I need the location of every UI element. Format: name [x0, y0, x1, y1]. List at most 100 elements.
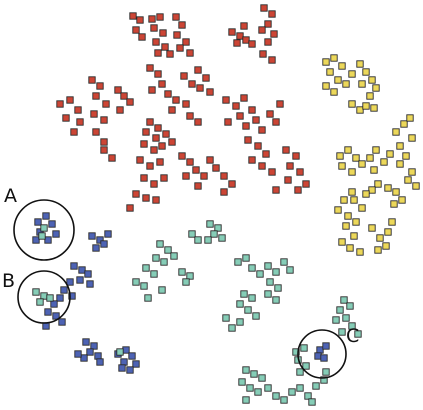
data-point-red-20: [242, 36, 250, 44]
data-point-teal-70: [280, 396, 288, 404]
data-point-red-0: [129, 12, 137, 20]
data-point-blue-41: [322, 342, 330, 350]
data-point-teal-44: [252, 312, 260, 320]
data-point-teal-5: [46, 294, 54, 302]
data-point-yellow-59: [374, 246, 382, 254]
data-point-red-120: [294, 186, 302, 194]
data-point-blue-21: [50, 300, 58, 308]
data-point-red-99: [262, 150, 270, 158]
data-point-teal-24: [186, 272, 194, 280]
data-point-teal-10: [218, 234, 226, 242]
data-point-blue-31: [96, 358, 104, 366]
data-point-red-67: [154, 124, 162, 132]
data-point-blue-13: [78, 266, 86, 274]
data-point-red-66: [146, 118, 154, 126]
data-point-blue-0: [34, 218, 42, 226]
data-point-blue-16: [86, 280, 94, 288]
data-point-teal-25: [182, 278, 190, 286]
data-point-teal-18: [152, 254, 160, 262]
data-point-blue-36: [132, 360, 140, 368]
data-point-red-55: [172, 96, 180, 104]
data-point-red-117: [296, 168, 304, 176]
data-point-teal-68: [264, 384, 272, 392]
data-point-yellow-10: [362, 68, 370, 76]
data-point-red-118: [284, 176, 292, 184]
data-point-yellow-33: [406, 114, 414, 122]
data-point-yellow-12: [358, 80, 366, 88]
data-point-red-110: [212, 164, 220, 172]
data-point-yellow-7: [342, 80, 350, 88]
data-point-teal-60: [296, 368, 304, 376]
data-point-red-78: [140, 174, 148, 182]
data-point-yellow-24: [358, 160, 366, 168]
data-point-yellow-26: [372, 146, 380, 154]
data-point-blue-33: [122, 346, 130, 354]
data-point-red-108: [194, 182, 202, 190]
data-point-teal-41: [248, 294, 256, 302]
data-point-red-45: [120, 92, 128, 100]
data-point-red-60: [194, 66, 202, 74]
data-point-red-84: [126, 204, 134, 212]
data-point-blue-5: [52, 230, 60, 238]
data-point-yellow-21: [352, 154, 360, 162]
data-point-blue-35: [120, 358, 128, 366]
data-point-teal-76: [308, 398, 316, 406]
data-point-teal-51: [342, 314, 350, 322]
data-point-red-44: [114, 86, 122, 94]
data-point-yellow-45: [348, 188, 356, 196]
data-point-blue-20: [56, 294, 64, 302]
data-point-teal-38: [264, 290, 272, 298]
data-point-teal-73: [304, 392, 312, 400]
data-point-yellow-32: [400, 120, 408, 128]
data-point-blue-28: [86, 348, 94, 356]
data-point-yellow-31: [392, 128, 400, 136]
data-point-teal-14: [156, 240, 164, 248]
data-point-teal-26: [144, 294, 152, 302]
data-point-teal-23: [178, 268, 186, 276]
data-point-red-51: [154, 70, 162, 78]
data-point-yellow-55: [368, 224, 376, 232]
data-point-teal-35: [286, 266, 294, 274]
data-point-teal-61: [242, 366, 250, 374]
data-point-red-39: [96, 82, 104, 90]
data-point-red-33: [66, 96, 74, 104]
data-point-red-27: [258, 26, 266, 34]
data-point-yellow-4: [334, 76, 342, 84]
data-point-yellow-19: [336, 152, 344, 160]
data-point-teal-53: [338, 328, 346, 336]
data-point-yellow-37: [408, 168, 416, 176]
data-point-teal-17: [160, 258, 168, 266]
data-point-red-48: [92, 128, 100, 136]
data-point-yellow-20: [344, 146, 352, 154]
data-point-yellow-2: [338, 62, 346, 70]
data-point-blue-24: [58, 318, 66, 326]
data-point-yellow-34: [408, 134, 416, 142]
data-point-red-15: [182, 38, 190, 46]
data-point-red-109: [206, 156, 214, 164]
data-point-red-4: [148, 15, 156, 23]
data-point-blue-18: [60, 286, 68, 294]
data-point-teal-72: [296, 384, 304, 392]
data-point-teal-28: [234, 258, 242, 266]
data-point-yellow-57: [384, 228, 392, 236]
data-point-yellow-50: [342, 222, 350, 230]
data-point-teal-8: [214, 224, 222, 232]
data-point-blue-23: [52, 312, 60, 320]
data-point-yellow-42: [374, 180, 382, 188]
data-point-red-90: [224, 118, 232, 126]
data-point-blue-11: [92, 244, 100, 252]
data-point-red-53: [148, 86, 156, 94]
data-point-yellow-5: [322, 82, 330, 90]
data-point-red-62: [196, 84, 204, 92]
data-point-yellow-62: [390, 200, 398, 208]
data-point-red-76: [146, 162, 154, 170]
data-point-red-89: [236, 112, 244, 120]
data-point-red-95: [272, 118, 280, 126]
data-point-red-29: [264, 38, 272, 46]
data-point-teal-37: [274, 284, 282, 292]
data-point-yellow-9: [356, 60, 364, 68]
data-point-red-72: [150, 146, 158, 154]
data-point-teal-66: [254, 388, 262, 396]
data-point-blue-22: [44, 308, 52, 316]
